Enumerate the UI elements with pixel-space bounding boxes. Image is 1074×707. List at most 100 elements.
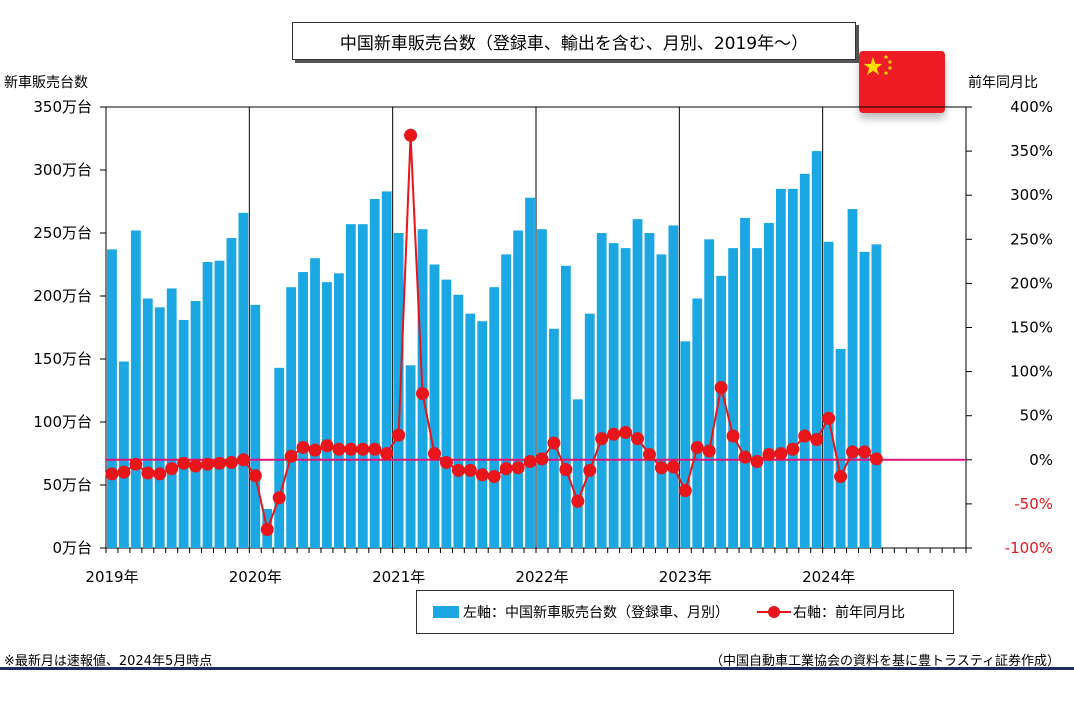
bar [142,298,153,548]
bar [441,279,452,548]
yoy-point [535,452,549,466]
yoy-point [368,442,382,456]
bar [154,307,165,548]
yoy-point [260,522,274,536]
bar [357,224,368,548]
right-tick-label: 350% [1010,142,1053,160]
bar [620,248,631,548]
bar [537,229,547,548]
bar [871,244,882,548]
left-tick-label: 200万台 [33,287,92,305]
yoy-point [153,467,167,481]
bar [369,198,380,549]
yoy-point [439,455,453,469]
bar [429,264,440,548]
bar [716,275,727,548]
yoy-point [583,463,597,477]
bar [334,273,344,548]
yoy-point [738,450,752,464]
yoy-point [105,467,119,481]
bar [799,173,810,548]
yoy-point [332,442,346,456]
bar [405,365,416,548]
bar [274,367,285,548]
bar [668,225,679,548]
bar [608,243,619,548]
right-tick-label: 200% [1010,274,1053,292]
yoy-point [786,442,800,456]
yoy-point [595,432,609,446]
yoy-point [463,463,477,477]
yoy-point [284,449,298,463]
bar [501,254,512,549]
left-tick-label: 350万台 [33,98,92,116]
bar [823,241,834,548]
right-tick-label: 400% [1010,98,1053,116]
legend-bar-swatch [433,606,459,618]
yoy-point [857,445,871,459]
yoy-point [451,463,465,477]
bar [119,361,129,548]
combo-chart: 0万台 50万台 100万台 150万台 200万台 250万台 300万台 350万台 -10… [33,98,1053,586]
bar [322,282,332,548]
yoy-point [272,491,286,505]
left-tick-label: 250万台 [33,224,92,242]
right-tick-label: 250% [1010,230,1053,248]
bar [226,238,237,549]
bar [453,294,464,548]
right-axis-title: 前年同月比 [968,75,1038,91]
right-tick-label: 50% [1020,407,1053,425]
yoy-point [427,447,441,461]
yoy-point [499,462,513,476]
bar [584,313,595,548]
yoy-point [487,470,501,484]
bar [704,239,715,549]
left-tick-label: 100万台 [33,413,92,431]
x-tick-label: 2019年 [85,568,138,586]
yoy-point [177,456,191,470]
left-tick-label: 0万台 [52,539,92,557]
yoy-point [547,436,561,450]
right-tick-label: -100% [1005,539,1053,557]
bar [859,251,870,548]
yoy-point [607,427,621,441]
yoy-point [678,484,692,498]
yoy-point [308,443,322,457]
legend-bar-label: 左軸：中国新車販売台数（登録車、月別） [463,605,729,621]
flag-big-star [863,57,883,75]
legend-line-swatch [757,606,791,618]
yoy-point [714,380,728,394]
bar [477,321,488,548]
yoy-point [212,456,226,470]
bar [202,261,213,548]
bar [465,313,476,548]
bottom-rule [0,667,1074,670]
right-tick-label: 100% [1010,363,1053,381]
bar [298,272,308,548]
flag-small-star-4 [884,71,888,75]
left-tick-label: 150万台 [33,350,92,368]
yoy-point [619,425,633,439]
yoy-point [475,468,489,482]
left-tick-label: 50万台 [43,476,92,494]
yoy-point [117,465,131,479]
bar [560,265,571,548]
yoy-point [523,455,537,469]
flag-small-star-1 [884,55,888,59]
yoy-point [404,128,418,142]
bar [572,399,583,548]
yoy-point [822,411,836,425]
yoy-point [344,442,358,456]
bar [525,197,535,548]
yoy-point [416,387,430,401]
x-tick-label: 2022年 [515,568,568,586]
bar [130,230,141,549]
yoy-point [690,440,704,454]
yoy-point [750,455,764,469]
yoy-point [702,444,716,458]
bar [752,248,762,548]
bar [381,191,392,549]
yoy-point [380,447,394,461]
chart-title: 中国新車販売台数（登録車、輸出を含む、月別、2019年～） [292,22,856,60]
yoy-point [846,445,860,459]
